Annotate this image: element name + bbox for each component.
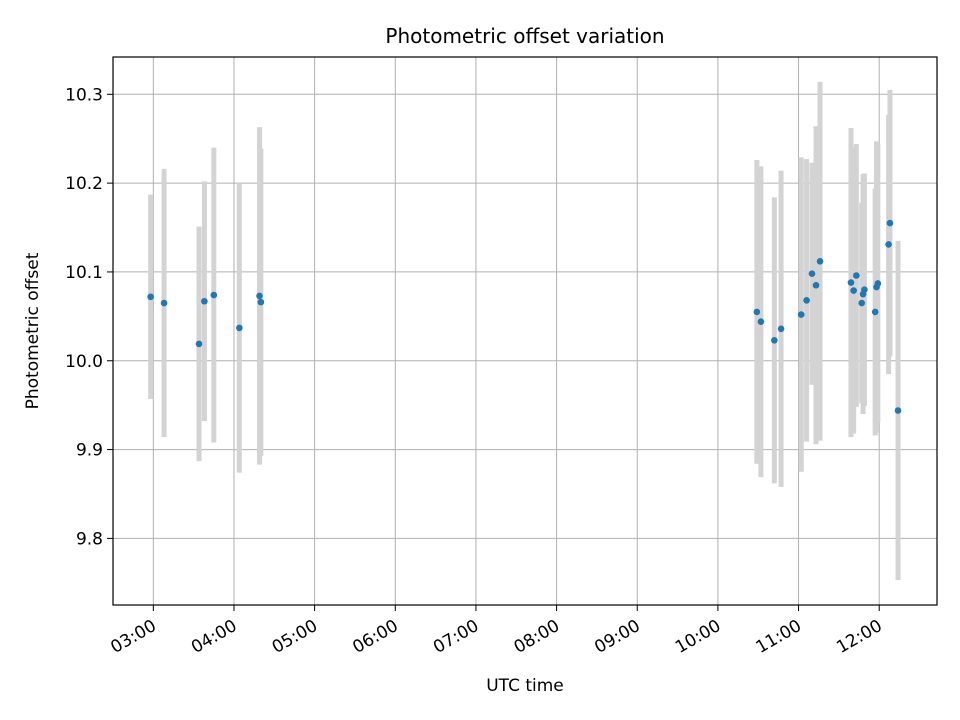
data-point bbox=[236, 324, 243, 332]
x-tick-label: 12:00 bbox=[833, 616, 885, 658]
y-tick-label: 9.9 bbox=[76, 441, 103, 461]
y-axis-label: Photometric offset bbox=[23, 252, 43, 409]
data-point bbox=[886, 219, 894, 227]
data-point bbox=[885, 241, 892, 248]
chart-title: Photometric offset variation bbox=[385, 24, 664, 48]
data-point bbox=[195, 340, 203, 348]
error-bars bbox=[148, 81, 901, 581]
y-tick-label: 10.0 bbox=[65, 352, 103, 372]
y-tick-label: 9.8 bbox=[76, 529, 103, 549]
x-tick-label: 06:00 bbox=[349, 616, 401, 658]
data-point bbox=[257, 298, 265, 306]
y-tick-label: 10.2 bbox=[65, 174, 103, 194]
data-point bbox=[894, 407, 902, 414]
data-point bbox=[803, 297, 810, 304]
x-tick-label: 03:00 bbox=[107, 616, 159, 658]
data-point bbox=[850, 287, 857, 294]
y-axis-ticks: 9.8 9.9 10.0 10.1 10.2 10.3 bbox=[65, 85, 113, 549]
data-point bbox=[858, 299, 866, 307]
data-point bbox=[160, 299, 168, 307]
data-point bbox=[808, 270, 816, 278]
data-point bbox=[256, 292, 263, 300]
x-tick-label: 04:00 bbox=[188, 616, 240, 658]
data-point bbox=[757, 318, 765, 325]
data-point bbox=[797, 311, 805, 318]
data-point bbox=[871, 308, 879, 316]
data-point bbox=[816, 257, 824, 265]
data-point bbox=[147, 293, 154, 301]
x-tick-label: 09:00 bbox=[591, 616, 643, 658]
data-point bbox=[210, 291, 218, 299]
x-tick-label: 07:00 bbox=[430, 616, 482, 658]
plot-frame bbox=[112, 56, 938, 606]
x-tick-label: 05:00 bbox=[269, 616, 321, 658]
y-tick-label: 10.3 bbox=[65, 85, 103, 105]
data-point bbox=[847, 279, 855, 286]
x-tick-label: 10:00 bbox=[672, 616, 724, 658]
data-point bbox=[853, 272, 860, 279]
x-axis-label: UTC time bbox=[486, 676, 564, 696]
data-point bbox=[861, 286, 868, 294]
data-points bbox=[147, 219, 902, 414]
data-point bbox=[201, 297, 208, 305]
data-point bbox=[771, 337, 778, 344]
x-axis-ticks: 03:00 04:00 05:00 06:00 07:00 08:00 09:00 10:00… bbox=[107, 605, 886, 658]
data-point bbox=[777, 325, 785, 333]
x-tick-label: 08:00 bbox=[511, 616, 563, 658]
data-point bbox=[874, 280, 882, 287]
y-tick-label: 10.1 bbox=[65, 263, 103, 283]
x-tick-label: 11:00 bbox=[753, 616, 805, 658]
data-point bbox=[753, 308, 761, 316]
data-point bbox=[812, 281, 820, 289]
